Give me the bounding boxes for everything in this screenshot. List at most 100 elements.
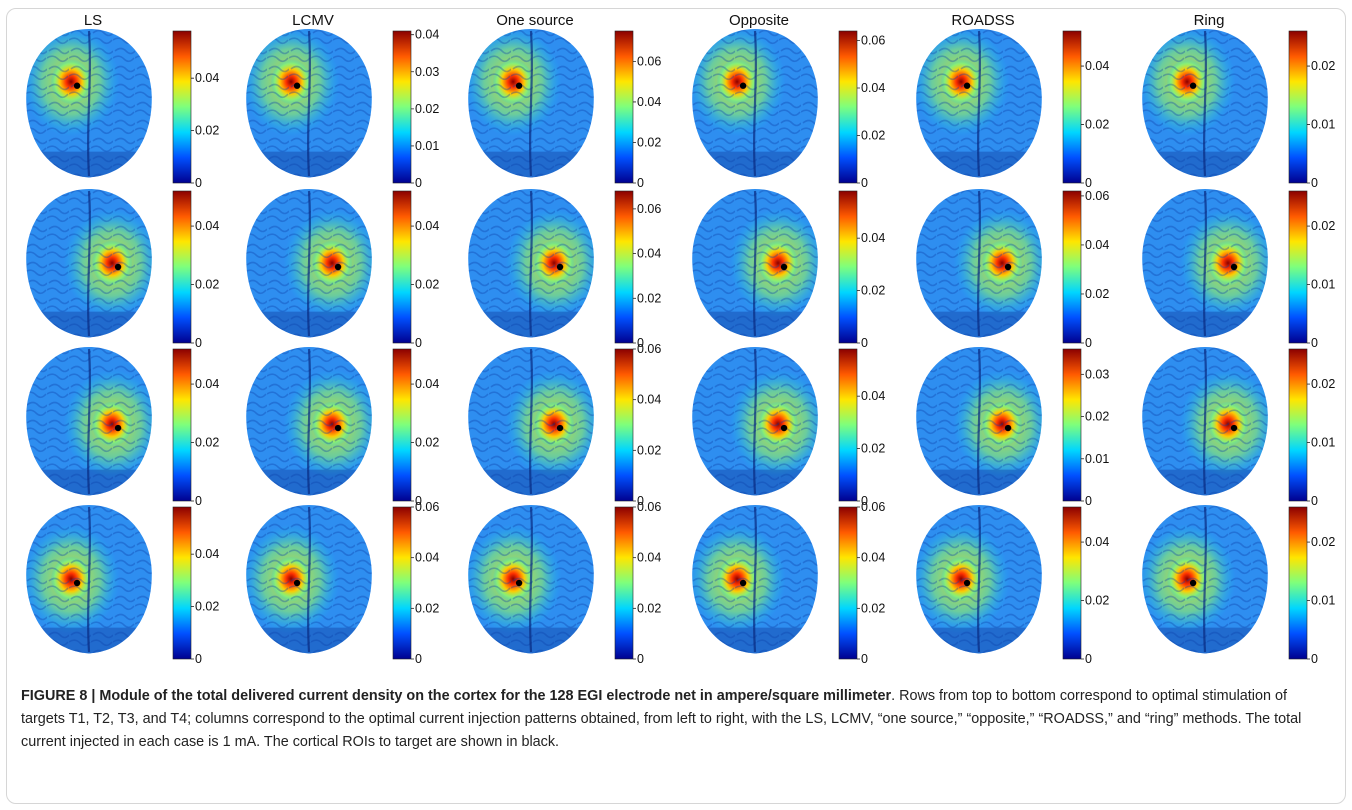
colorbar-tick-label: 0.06 (637, 54, 661, 68)
panel-row1-roadss: 0.04 0.02 0 (916, 29, 1109, 190)
target-roi-marker (293, 82, 301, 89)
column-titles: LS LCMV One source Opposite ROADSS Ring (84, 12, 1225, 29)
colorbar-tick-label: 0.04 (637, 551, 661, 565)
panel-row1-lcmv: 0.04 0.03 0.02 0.01 0 (246, 28, 439, 190)
colorbar (392, 506, 412, 660)
brain-map (468, 505, 594, 654)
target-roi-marker (963, 82, 971, 89)
colorbar-tick-label: 0.04 (637, 95, 661, 109)
target-roi-marker (334, 424, 342, 432)
target-roi-marker (73, 82, 81, 89)
colorbar-tick-label: 0 (415, 176, 422, 190)
colorbar-tick-label: 0 (415, 494, 422, 508)
colorbar-tick-label: 0.04 (861, 551, 885, 565)
colorbar-tick-label: 0.02 (861, 442, 885, 456)
colorbar-tick-label: 0.02 (861, 284, 885, 298)
colorbar-tick-label: 0 (637, 176, 644, 190)
colorbar-tick-label: 0.02 (1085, 287, 1109, 301)
colorbar-tick-label: 0.02 (195, 436, 219, 450)
brain-map (1142, 505, 1268, 654)
colorbar-tick-label: 0 (861, 652, 868, 666)
colorbar-tick-label: 0.04 (861, 81, 885, 95)
colorbar-tick-label: 0 (195, 176, 202, 190)
brain-map (26, 189, 152, 338)
caption-title: FIGURE 8 | Module of the total delivered… (21, 688, 892, 704)
colorbar (838, 30, 858, 184)
target-roi-marker (73, 579, 81, 587)
colorbar-tick-label: 0.04 (195, 547, 219, 561)
colorbar-tick-label: 0.02 (637, 601, 661, 615)
panel-row2-opposite: 0.04 0.02 0 (692, 189, 885, 350)
panel-row1-ring: 0.02 0.01 0 (1142, 29, 1335, 190)
panel-row2-ls: 0.04 0.02 0 (26, 189, 219, 350)
panel-row1-opposite: 0.06 0.04 0.02 0 (692, 29, 885, 190)
brain-map (246, 347, 372, 496)
colorbar-tick-label: 0 (1311, 336, 1318, 350)
column-title-opposite: Opposite (729, 12, 789, 29)
colorbar-tick-label: 0.02 (861, 601, 885, 615)
colorbar-tick-label: 0 (195, 336, 202, 350)
colorbar (392, 30, 412, 184)
target-roi-marker (293, 579, 301, 587)
colorbar-tick-label: 0.04 (637, 393, 661, 407)
colorbar-tick-label: 0 (1085, 494, 1092, 508)
colorbar-tick-label: 0.02 (637, 291, 661, 305)
colorbar-tick-label: 0.04 (415, 28, 439, 42)
brain-map (246, 505, 372, 654)
colorbar-tick-label: 0 (637, 336, 644, 350)
colorbar-tick-label: 0.02 (1311, 59, 1335, 73)
panel-row2-one-source: 0.06 0.04 0.02 0 (468, 189, 661, 350)
colorbar (1062, 190, 1082, 344)
caption-body: . Rows from top to bottom correspond to … (21, 688, 1302, 750)
target-roi-marker (114, 424, 122, 432)
colorbar-tick-label: 0.02 (1085, 118, 1109, 132)
brain-map (1142, 347, 1268, 496)
colorbar (1288, 30, 1308, 184)
column-title-lcmv: LCMV (292, 12, 334, 29)
colorbar-tick-label: 0.01 (1311, 594, 1335, 608)
colorbar (614, 348, 634, 502)
target-roi-marker (556, 424, 564, 432)
colorbar-tick-label: 0.04 (1085, 59, 1109, 73)
target-roi-marker (515, 579, 523, 587)
panel-row3-one-source: 0.06 0.04 0.02 0 (468, 342, 661, 508)
colorbar-tick-label: 0 (637, 652, 644, 666)
colorbar-tick-label: 0.03 (1085, 367, 1109, 381)
colorbar-tick-label: 0.04 (861, 389, 885, 403)
colorbar-tick-label: 0.02 (195, 278, 219, 292)
colorbar-tick-label: 0.06 (861, 34, 885, 48)
panel-row4-ls: 0.04 0.02 0 (26, 505, 219, 666)
colorbar-tick-label: 0.06 (637, 342, 661, 356)
colorbar (614, 506, 634, 660)
colorbar-tick-label: 0.02 (1311, 535, 1335, 549)
colorbar (172, 506, 192, 660)
colorbar (614, 30, 634, 184)
brain-map (692, 189, 818, 338)
colorbar-tick-label: 0.02 (415, 278, 439, 292)
panels: 0.040.0200.040.030.020.0100.060.040.0200… (26, 28, 1335, 666)
colorbar-tick-label: 0 (637, 494, 644, 508)
colorbar-tick-label: 0 (861, 336, 868, 350)
colorbar-tick-label: 0 (1085, 652, 1092, 666)
colorbar-tick-label: 0.01 (1311, 436, 1335, 450)
colorbar (172, 348, 192, 502)
colorbar (614, 190, 634, 344)
panel-row2-lcmv: 0.04 0.02 0 (246, 189, 439, 350)
colorbar-tick-label: 0.04 (637, 247, 661, 261)
colorbar-tick-label: 0 (415, 336, 422, 350)
colorbar-tick-label: 0.02 (195, 124, 219, 138)
colorbar-tick-label: 0.01 (1085, 452, 1109, 466)
panel-row3-roadss: 0.03 0.02 0.01 0 (916, 347, 1109, 508)
colorbar-tick-label: 0.06 (637, 500, 661, 514)
colorbar-tick-label: 0.04 (861, 231, 885, 245)
target-roi-marker (1230, 424, 1238, 432)
panel-row4-lcmv: 0.06 0.04 0.02 0 (246, 500, 439, 666)
figure-panel-grid: LS LCMV One source Opposite ROADSS Ring 0.040… (26, 12, 1335, 666)
brain-map (1142, 29, 1268, 178)
colorbar-tick-label: 0 (1311, 176, 1318, 190)
colorbar-tick-label: 0.02 (1311, 219, 1335, 233)
column-title-ls: LS (84, 12, 102, 29)
colorbar-tick-label: 0.04 (415, 377, 439, 391)
figure-caption: FIGURE 8 | Module of the total delivered… (21, 685, 1333, 754)
colorbar-tick-label: 0.02 (1085, 594, 1109, 608)
